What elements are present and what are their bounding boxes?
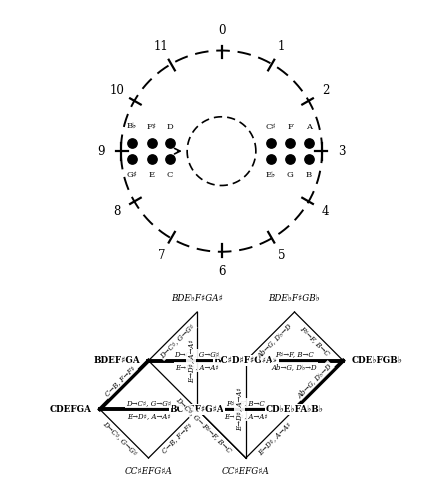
Text: B: B bbox=[306, 172, 312, 179]
Text: F♯→F, B→C: F♯→F, B→C bbox=[275, 350, 314, 358]
Text: D→C♯, G→G♯: D→C♯, G→G♯ bbox=[175, 350, 220, 358]
Text: 8: 8 bbox=[114, 205, 121, 218]
Text: F♯→F, B→C: F♯→F, B→C bbox=[226, 399, 265, 407]
Text: 6: 6 bbox=[218, 265, 225, 278]
Text: E→D♯, A→A♯: E→D♯, A→A♯ bbox=[127, 412, 171, 420]
Text: D→C♯, G→G♯: D→C♯, G→G♯ bbox=[126, 399, 171, 407]
Text: CC♯EFG♯A: CC♯EFG♯A bbox=[222, 467, 270, 476]
Text: CDEFGA: CDEFGA bbox=[49, 405, 91, 414]
Point bbox=[128, 155, 136, 163]
Text: D→C♯, G→G♯: D→C♯, G→G♯ bbox=[101, 420, 139, 457]
Text: C→B, F→F♯: C→B, F→F♯ bbox=[160, 421, 194, 455]
Text: E→D♯, A→A♯: E→D♯, A→A♯ bbox=[236, 388, 244, 431]
Point bbox=[128, 139, 136, 147]
Point bbox=[267, 155, 274, 163]
Text: G: G bbox=[287, 172, 294, 179]
Text: CC♯EFG♯A: CC♯EFG♯A bbox=[124, 467, 172, 476]
Text: 2: 2 bbox=[322, 84, 329, 98]
Text: 9: 9 bbox=[97, 144, 105, 158]
Text: D→C♯, G→G♯: D→C♯, G→G♯ bbox=[174, 395, 211, 432]
Text: E: E bbox=[148, 172, 155, 179]
Text: CD♭E♭FA♭B♭: CD♭E♭FA♭B♭ bbox=[265, 405, 323, 414]
Text: F♯→F, B→C: F♯→F, B→C bbox=[201, 422, 233, 454]
Text: BC♯EF♯G♯A: BC♯EF♯G♯A bbox=[170, 405, 225, 414]
Point bbox=[167, 155, 174, 163]
Text: 10: 10 bbox=[110, 84, 125, 98]
Text: F♯→F, B→C: F♯→F, B→C bbox=[298, 324, 331, 358]
Text: D: D bbox=[167, 123, 173, 131]
Point bbox=[167, 139, 174, 147]
Text: F: F bbox=[288, 123, 293, 131]
Text: Ab→G, D♭→D: Ab→G, D♭→D bbox=[256, 322, 294, 360]
Point bbox=[287, 155, 294, 163]
Text: D→C♯, G→G♯: D→C♯, G→G♯ bbox=[159, 322, 196, 360]
Text: E♭: E♭ bbox=[265, 172, 276, 179]
Text: E→D♯, A→A♯: E→D♯, A→A♯ bbox=[187, 339, 195, 382]
Text: 5: 5 bbox=[278, 249, 285, 262]
Text: C♯: C♯ bbox=[265, 123, 276, 131]
Text: E→D♯, A→A♯: E→D♯, A→A♯ bbox=[224, 412, 268, 420]
Text: 7: 7 bbox=[158, 249, 165, 262]
Text: A: A bbox=[306, 123, 311, 131]
Text: BDEF♯GA: BDEF♯GA bbox=[93, 356, 140, 365]
Text: BDE♭F♯GA♯: BDE♭F♯GA♯ bbox=[171, 294, 223, 303]
Point bbox=[305, 155, 312, 163]
Text: 0: 0 bbox=[218, 24, 225, 38]
Text: 11: 11 bbox=[154, 40, 169, 54]
Point bbox=[148, 139, 155, 147]
Text: Ab→G, D♭→D: Ab→G, D♭→D bbox=[272, 363, 317, 371]
Text: 4: 4 bbox=[322, 205, 330, 218]
Text: B♭: B♭ bbox=[127, 123, 137, 131]
Text: BC♯D♯F♯G♯A♯: BC♯D♯F♯G♯A♯ bbox=[214, 356, 278, 365]
Text: C: C bbox=[167, 172, 173, 179]
Text: BDE♭F♯GB♭: BDE♭F♯GB♭ bbox=[268, 294, 320, 303]
Text: C→B, F→F♯: C→B, F→F♯ bbox=[103, 364, 136, 398]
Text: F♯: F♯ bbox=[147, 123, 156, 131]
Point bbox=[287, 139, 294, 147]
Text: E→D♯, A→A♯: E→D♯, A→A♯ bbox=[175, 363, 219, 371]
Text: CDE♭FGB♭: CDE♭FGB♭ bbox=[352, 356, 403, 365]
Text: 3: 3 bbox=[338, 144, 346, 158]
Text: 1: 1 bbox=[278, 40, 285, 54]
Point bbox=[267, 139, 274, 147]
Text: G♯: G♯ bbox=[127, 172, 137, 179]
Text: Ab→G, D♭→D: Ab→G, D♭→D bbox=[295, 362, 333, 400]
Point bbox=[148, 155, 155, 163]
Text: E→D♯, A→A♯: E→D♯, A→A♯ bbox=[256, 420, 293, 457]
Point bbox=[305, 139, 312, 147]
